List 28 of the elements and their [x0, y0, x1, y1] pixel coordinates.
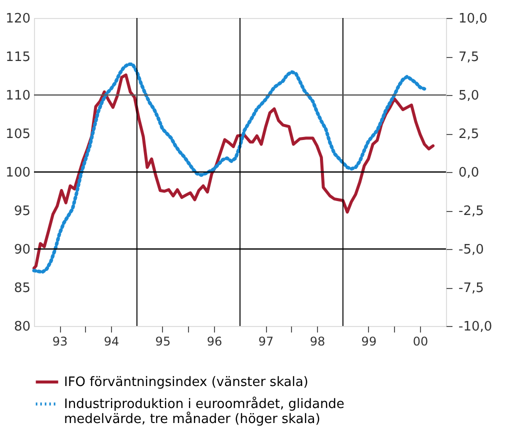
y-tick-label: 100	[6, 166, 30, 180]
y2-tick-label: 5,0	[458, 88, 480, 104]
x-tick-label: 93	[52, 334, 68, 348]
y-tick-label: 105	[6, 127, 30, 142]
y2-tick-label: -5,0	[458, 242, 484, 258]
x-tick-label: 96	[206, 334, 222, 348]
y-tick-label: 115	[6, 50, 30, 65]
y-tick-label: 120	[6, 12, 30, 26]
y-tick-label: 95	[14, 204, 30, 219]
y2-tick-label: 2,5	[458, 127, 480, 142]
x-tick-label: 98	[310, 334, 326, 348]
x-tick-label: 95	[155, 334, 171, 348]
legend-label: Industriproduktion i euroområdet, glidande medelvärde, tre månader (höger skala)	[64, 396, 344, 427]
x-tick-label: 94	[104, 334, 120, 348]
x-tick-label: 00	[412, 334, 428, 348]
y2-tick-label: -2,5	[458, 204, 484, 219]
y2-tick-label: 10,0	[458, 12, 488, 26]
y-tick-label: 110	[6, 88, 30, 104]
legend-label: IFO förväntningsindex (vänster skala)	[64, 375, 308, 390]
y-tick-label: 85	[14, 281, 30, 296]
y2-tick-label: 0,0	[458, 166, 480, 180]
x-tick-label: 99	[361, 334, 377, 348]
y-tick-label: 80	[14, 320, 30, 334]
y2-tick-label: -7,5	[458, 281, 484, 296]
y2-tick-label: 7,5	[458, 50, 480, 65]
y2-tick-label: -10,0	[458, 320, 492, 334]
x-tick-label: 97	[258, 334, 274, 348]
y-tick-label: 90	[14, 242, 30, 258]
